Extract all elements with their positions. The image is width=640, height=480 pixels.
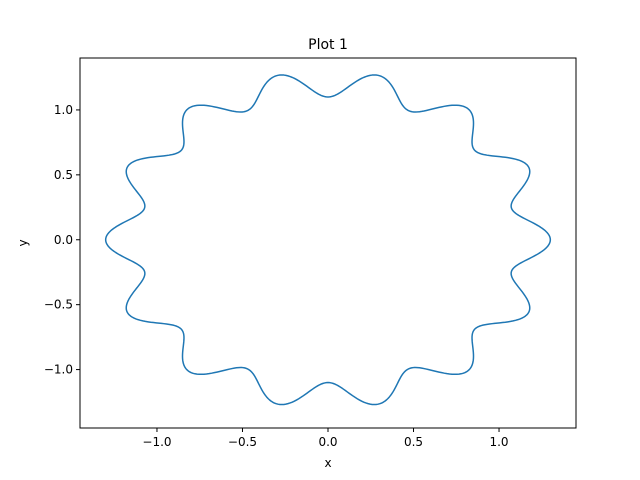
y-tick-label: −0.5 xyxy=(44,298,73,312)
x-axis-label: x xyxy=(324,456,331,470)
chart-title: Plot 1 xyxy=(308,37,348,53)
x-tick-label: 0.0 xyxy=(318,435,337,449)
x-tick-label: 1.0 xyxy=(489,435,508,449)
y-axis: −1.0 −0.5 0.0 0.5 1.0 xyxy=(44,103,80,377)
y-tick-label: 0.0 xyxy=(54,233,73,247)
y-tick-label: 0.5 xyxy=(54,168,73,182)
x-axis: −1.0 −0.5 0.0 0.5 1.0 xyxy=(142,428,509,449)
series-line xyxy=(104,74,552,406)
x-tick-label: 0.5 xyxy=(404,435,423,449)
x-tick-label: −1.0 xyxy=(142,435,171,449)
y-axis-label: y xyxy=(16,239,30,246)
y-tick-label: −1.0 xyxy=(44,363,73,377)
x-tick-label: −0.5 xyxy=(228,435,257,449)
y-tick-label: 1.0 xyxy=(54,103,73,117)
